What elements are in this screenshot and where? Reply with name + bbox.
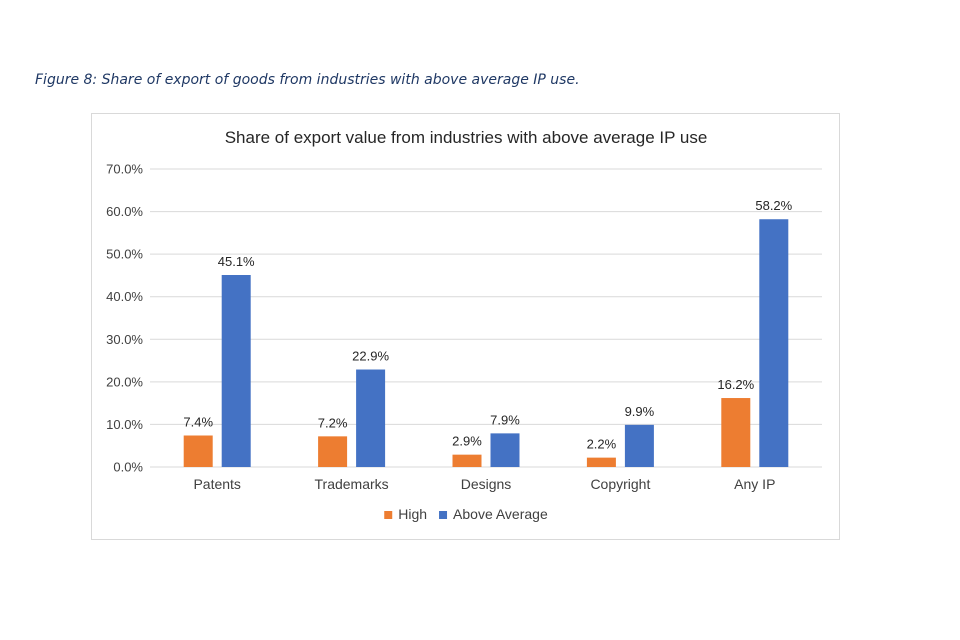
legend-swatch-above-average bbox=[439, 511, 448, 519]
y-tick-label: 40.0% bbox=[106, 289, 143, 304]
bar-above-average bbox=[221, 275, 251, 467]
chart-title: Share of export value from industries wi… bbox=[225, 128, 708, 147]
bar-high bbox=[452, 454, 482, 467]
data-label: 7.9% bbox=[490, 412, 520, 427]
bar-above-average bbox=[490, 433, 520, 467]
x-category-label: Designs bbox=[461, 476, 512, 492]
bar-above-average bbox=[356, 369, 386, 467]
x-category-label: Patents bbox=[193, 476, 240, 492]
data-label: 45.1% bbox=[218, 254, 255, 269]
x-category-label: Trademarks bbox=[315, 476, 389, 492]
y-tick-label: 70.0% bbox=[106, 162, 143, 177]
legend-label: Above Average bbox=[453, 506, 548, 522]
bar-high bbox=[318, 436, 348, 467]
y-tick-label: 30.0% bbox=[106, 332, 143, 347]
bar-high bbox=[183, 435, 213, 467]
y-tick-label: 60.0% bbox=[106, 204, 143, 219]
data-label: 22.9% bbox=[352, 349, 389, 364]
chart-frame bbox=[91, 113, 840, 540]
data-label: 9.9% bbox=[625, 404, 655, 419]
data-label: 7.2% bbox=[318, 415, 348, 430]
x-category-label: Any IP bbox=[734, 476, 775, 492]
bar-high bbox=[721, 398, 751, 467]
figure-caption: Figure 8: Share of export of goods from … bbox=[35, 72, 580, 88]
y-tick-label: 50.0% bbox=[106, 247, 143, 262]
data-label: 7.4% bbox=[183, 414, 213, 429]
bar-above-average bbox=[759, 219, 789, 467]
data-label: 2.2% bbox=[587, 437, 617, 452]
data-label: 58.2% bbox=[755, 198, 792, 213]
data-label: 2.9% bbox=[452, 434, 482, 449]
legend-swatch-high bbox=[384, 511, 393, 519]
legend-label: High bbox=[398, 506, 427, 522]
x-category-label: Copyright bbox=[590, 476, 650, 492]
data-label: 16.2% bbox=[717, 377, 754, 392]
bar-high bbox=[586, 457, 616, 467]
bar-above-average bbox=[624, 424, 654, 467]
y-tick-label: 0.0% bbox=[113, 460, 143, 475]
y-tick-label: 10.0% bbox=[106, 417, 143, 432]
y-tick-label: 20.0% bbox=[106, 374, 143, 389]
